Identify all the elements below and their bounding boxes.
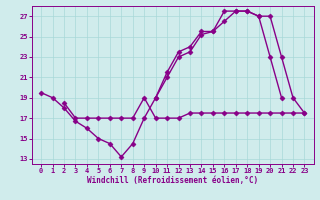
X-axis label: Windchill (Refroidissement éolien,°C): Windchill (Refroidissement éolien,°C)	[87, 176, 258, 185]
